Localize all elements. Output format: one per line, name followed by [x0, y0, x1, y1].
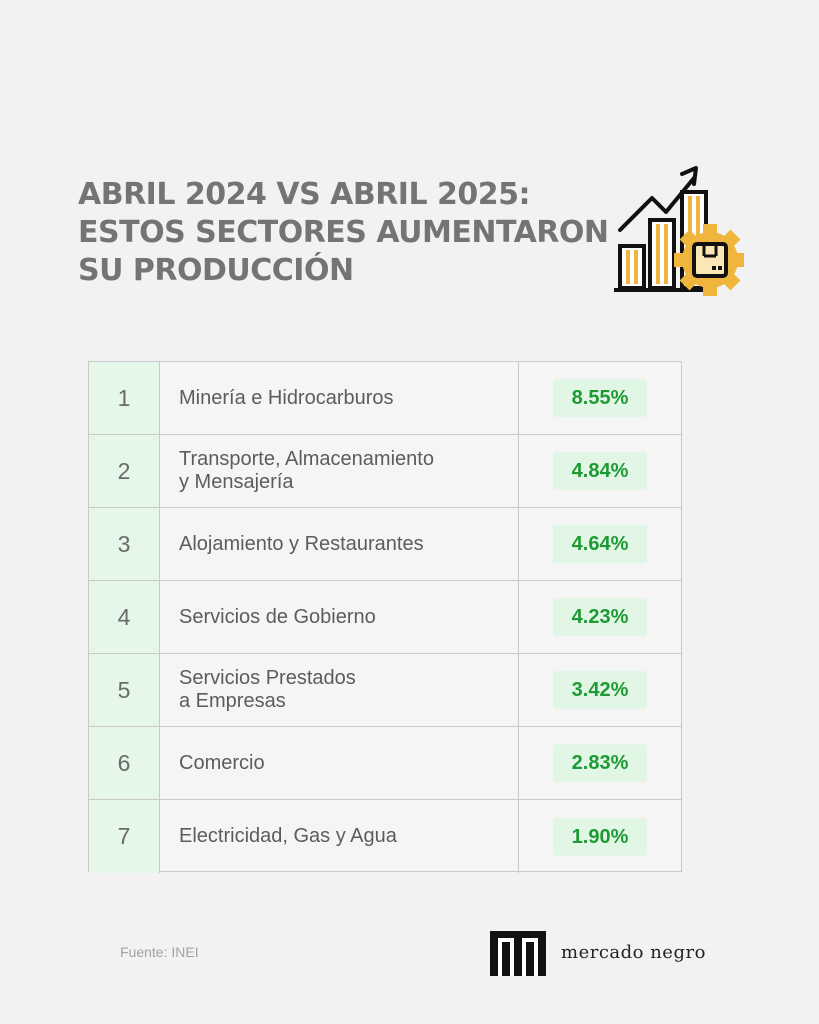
sectors-table: 1 Minería e Hidrocarburos 8.55% 2 Transp… — [88, 361, 682, 873]
value-cell: 1.90% — [519, 800, 681, 873]
sector-name: Servicios de Gobierno — [179, 605, 376, 628]
table-row: 2 Transporte, Almacenamiento y Mensajerí… — [89, 435, 681, 508]
title-line-1: ABRIL 2024 VS ABRIL 2025: — [78, 177, 531, 212]
rank-cell: 4 — [89, 581, 160, 653]
mercado-negro-logo-mark — [490, 931, 546, 976]
sector-cell: Servicios Prestados a Empresas — [160, 654, 519, 726]
sector-name: Electricidad, Gas y Agua — [179, 825, 397, 847]
growth-value: 3.42% — [553, 671, 647, 709]
growth-value: 4.84% — [553, 452, 647, 490]
sector-cell: Minería e Hidrocarburos — [160, 362, 519, 434]
table-row: 4 Servicios de Gobierno 4.23% — [89, 581, 681, 654]
sector-name: Servicios Prestados a Empresas — [179, 667, 356, 712]
table-row: 1 Minería e Hidrocarburos 8.55% — [89, 362, 681, 435]
growth-value: 4.23% — [553, 598, 647, 636]
growth-value: 8.55% — [553, 379, 647, 417]
source-note: Fuente: INEI — [120, 944, 199, 960]
sector-cell: Electricidad, Gas y Agua — [160, 800, 519, 873]
value-cell: 2.83% — [519, 727, 681, 799]
rank-cell: 6 — [89, 727, 160, 799]
sector-name: Alojamiento y Restaurantes — [179, 532, 424, 555]
value-cell: 4.84% — [519, 435, 681, 507]
sector-cell: Comercio — [160, 727, 519, 799]
table-row: 7 Electricidad, Gas y Agua 1.90% — [89, 800, 681, 873]
rank-cell: 3 — [89, 508, 160, 580]
value-cell: 4.23% — [519, 581, 681, 653]
growth-value: 4.64% — [553, 525, 647, 563]
growth-value: 1.90% — [553, 817, 647, 856]
page-title: ABRIL 2024 VS ABRIL 2025: ESTOS SECTORES… — [78, 176, 618, 290]
rank-cell: 2 — [89, 435, 160, 507]
value-cell: 8.55% — [519, 362, 681, 434]
title-line-3: SU PRODUCCIÓN — [78, 253, 354, 288]
table-row: 3 Alojamiento y Restaurantes 4.64% — [89, 508, 681, 581]
title-line-2: ESTOS SECTORES AUMENTARON — [78, 215, 609, 250]
growth-chart-box-gear-icon — [614, 166, 744, 296]
growth-value: 2.83% — [553, 744, 647, 782]
brand-name: mercado negro — [561, 942, 706, 963]
sector-cell: Transporte, Almacenamiento y Mensajería — [160, 435, 519, 507]
table-row: 6 Comercio 2.83% — [89, 727, 681, 800]
rank-cell: 1 — [89, 362, 160, 434]
sector-name: Minería e Hidrocarburos — [179, 386, 394, 409]
sector-cell: Servicios de Gobierno — [160, 581, 519, 653]
value-cell: 3.42% — [519, 654, 681, 726]
rank-cell: 5 — [89, 654, 160, 726]
sector-name: Transporte, Almacenamiento y Mensajería — [179, 448, 434, 493]
table-row: 5 Servicios Prestados a Empresas 3.42% — [89, 654, 681, 727]
rank-cell: 7 — [89, 800, 160, 873]
sector-name: Comercio — [179, 751, 265, 774]
sector-cell: Alojamiento y Restaurantes — [160, 508, 519, 580]
value-cell: 4.64% — [519, 508, 681, 580]
